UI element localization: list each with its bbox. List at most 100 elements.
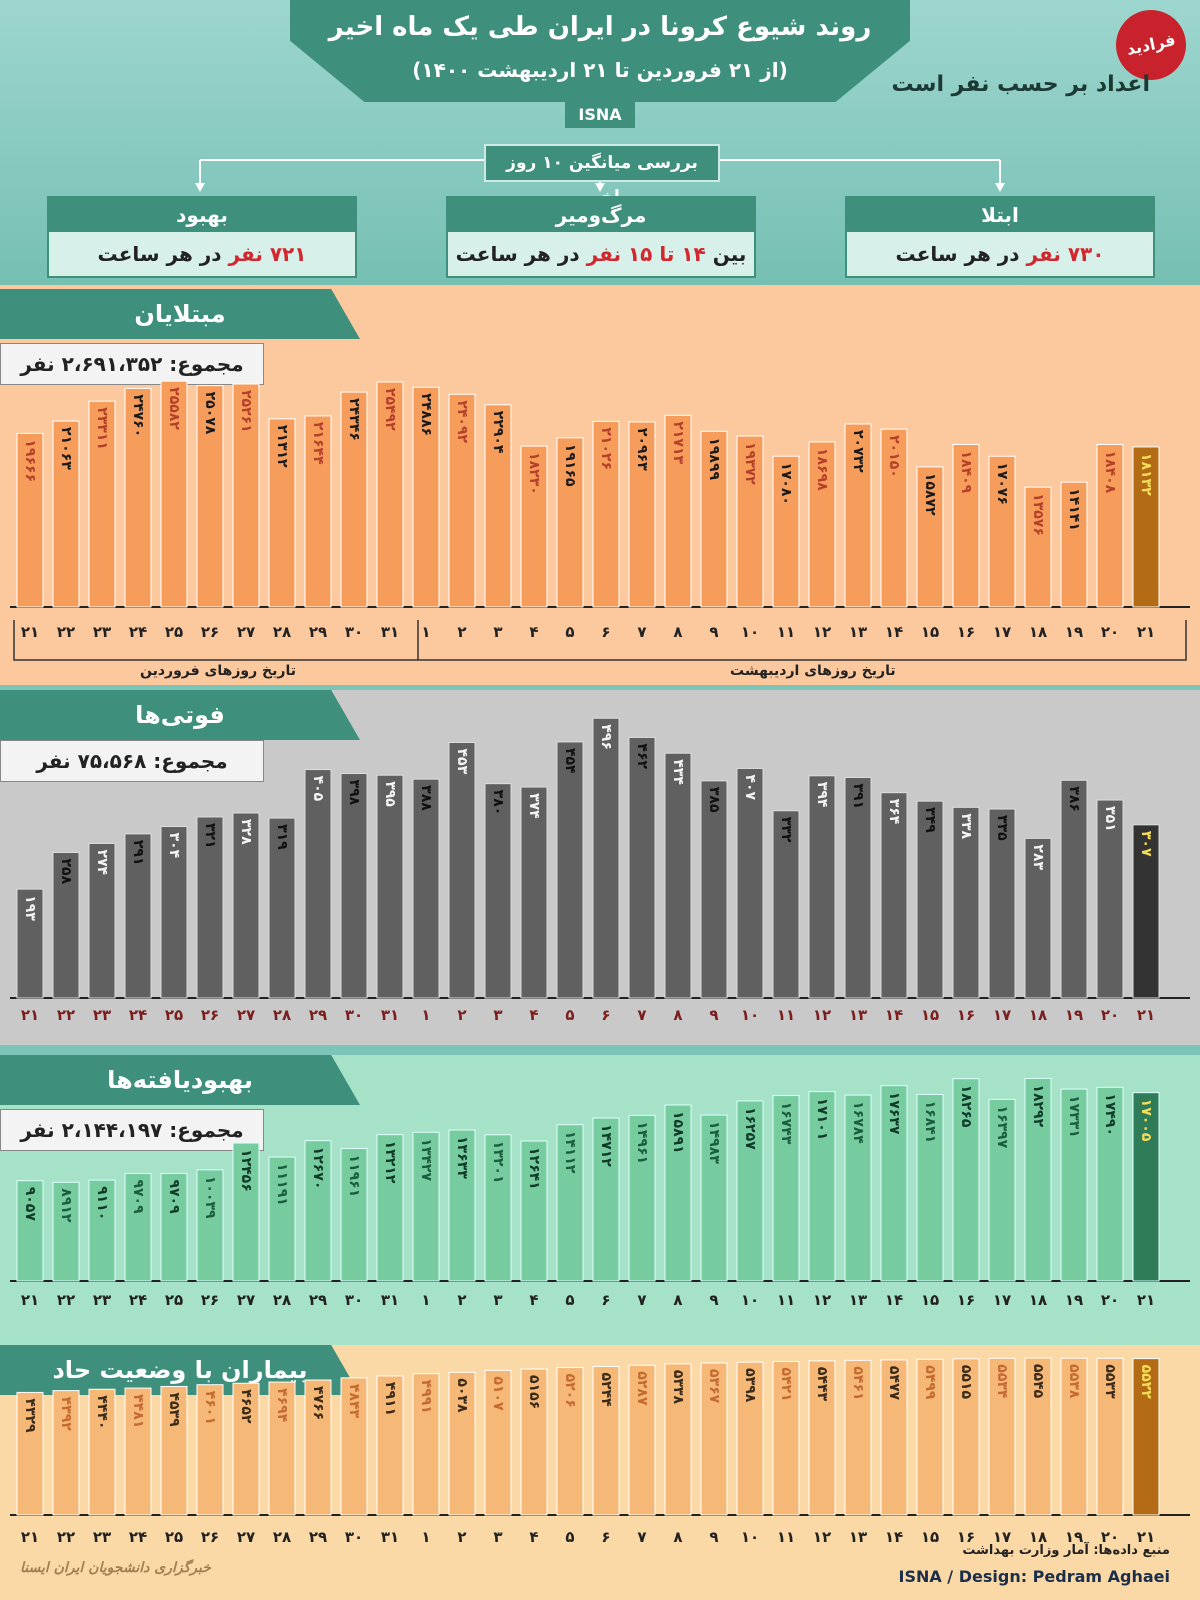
data-label: ۲۸۳ [1030, 844, 1046, 870]
bar [232, 1382, 260, 1516]
data-label: ۱۵۸۹۱ [670, 1111, 686, 1154]
data-label: ۳۸۶ [1066, 786, 1082, 812]
tick-label: ۱۰ [741, 1528, 759, 1546]
data-label: ۱۵۸۷۲ [922, 473, 938, 516]
data-label: ۴۶۵۲ [238, 1389, 254, 1424]
data-label: ۲۷۴ [94, 849, 110, 875]
data-label: ۵۵۴۵ [1030, 1364, 1046, 1399]
bar [520, 786, 548, 999]
tick-label: ۶ [601, 1528, 610, 1546]
tick-label: ۷ [637, 1006, 646, 1024]
bar [52, 1390, 80, 1516]
tick-label: ۱ [421, 1006, 430, 1024]
data-label: ۵۳۶۷ [706, 1369, 722, 1404]
data-label: ۲۴۰۹۲ [454, 400, 470, 443]
data-label: ۱۳۶۳۳ [454, 1136, 470, 1179]
tick-label: ۲۱ [21, 623, 39, 641]
tick-label: ۲۸ [273, 1528, 291, 1546]
data-label: ۱۳۵۷۶ [1030, 493, 1046, 536]
panel-infections: مبتلایان مجموع: ۲،۶۹۱،۳۵۲ نفر ۱۹۶۶۶ ۲۱ ۲۱۰… [0, 285, 1200, 685]
bar [628, 1364, 656, 1516]
data-label: ۲۹۱ [130, 840, 146, 866]
data-label: ۳۸۸ [418, 785, 434, 811]
tick-label: ۱۸ [1029, 1528, 1047, 1546]
data-label: ۳۲۸ [238, 819, 254, 845]
data-label: ۵۴۷۷ [886, 1366, 902, 1401]
data-label: ۴۸۴۳ [346, 1384, 362, 1419]
data-label: ۵۲۴۴ [598, 1372, 614, 1407]
bar [916, 466, 944, 608]
bar [1132, 824, 1160, 999]
tick-label: ۱۱ [777, 623, 795, 641]
tick-label: ۱۰ [741, 623, 759, 641]
bar [484, 783, 512, 999]
tick-label: ۲۱ [21, 1291, 39, 1309]
bar [412, 778, 440, 999]
bar [448, 1129, 476, 1282]
data-label: ۸۹۱۲ [58, 1188, 74, 1223]
tick-label: ۴ [529, 1528, 538, 1546]
tick-label: ۲۶ [201, 1528, 219, 1546]
bar [844, 1359, 872, 1516]
tick-label: ۳۱ [381, 1528, 399, 1546]
data-label: ۵۲۰۶ [562, 1374, 578, 1408]
bar [664, 752, 692, 999]
bar [988, 1357, 1016, 1516]
units-note: اعداد بر حسب نفر است [891, 72, 1150, 97]
bar [844, 423, 872, 608]
tick-label: ۱۹ [1065, 1528, 1083, 1546]
tick-label: ۱۲ [813, 1291, 831, 1309]
data-label: ۳۹۱ [850, 783, 866, 809]
tick-label: ۲۱ [1137, 1528, 1155, 1546]
page-title: روند شیوع کرونا در ایران طی یک ماه اخیر [328, 12, 872, 42]
tick-label: ۳۱ [381, 1291, 399, 1309]
tick-label: ۲۴ [129, 1291, 147, 1309]
tick-label: ۱۹ [1065, 623, 1083, 641]
bar [376, 774, 404, 999]
tick-label: ۹ [709, 1006, 718, 1024]
tick-label: ۲۳ [93, 1006, 111, 1024]
card-recovery: بهبود ۷۲۱ نفر در هر ساعت [47, 196, 357, 278]
tick-label: ۱۱ [777, 1528, 795, 1546]
tick-label: ۶ [601, 1006, 610, 1024]
data-label: ۱۰۰۳۹ [202, 1176, 218, 1219]
card-deaths: مرگ‌ومیر بین ۱۴ تا ۱۵ نفر در هر ساعت [446, 196, 756, 278]
data-label: ۳۰۷ [1138, 831, 1154, 857]
bar [448, 1371, 476, 1516]
tick-label: ۱۱ [777, 1291, 795, 1309]
data-label: ۲۰۷۳۲ [850, 430, 866, 473]
tick-label: ۹ [709, 1528, 718, 1546]
bar [988, 455, 1016, 608]
tick-label: ۷ [637, 623, 646, 641]
tick-label: ۱۰ [741, 1291, 759, 1309]
tick-label: ۲ [457, 623, 466, 641]
bar [376, 1375, 404, 1516]
bar [1132, 1358, 1160, 1516]
tick-label: ۹ [709, 1291, 718, 1309]
bar [772, 810, 800, 999]
data-label: ۳۵۱ [1102, 806, 1118, 832]
data-label: ۳۲۱ [202, 823, 218, 849]
tick-label: ۱۶ [957, 1006, 975, 1024]
card-value-row: ۷۳۰ نفر در هر ساعت [847, 232, 1153, 276]
data-label: ۱۸۲۹۲ [1030, 1084, 1046, 1127]
tick-label: ۱۴ [885, 1291, 903, 1309]
bar [808, 1091, 836, 1282]
tick-label: ۲۱ [1137, 623, 1155, 641]
data-label: ۱۲۶۷۰ [310, 1147, 326, 1190]
bar [160, 380, 188, 608]
bar [16, 1391, 44, 1516]
bar [304, 415, 332, 608]
average-label: بررسی میانگین ۱۰ روز اخیر [484, 144, 720, 207]
tick-label: ۱۶ [957, 623, 975, 641]
tick-label: ۲۰ [1101, 1528, 1119, 1546]
data-label: ۴۰۷ [742, 774, 758, 800]
bar [448, 742, 476, 999]
bar [592, 1117, 620, 1282]
data-label: ۱۸۶۹۸ [814, 448, 830, 491]
data-label: ۱۹۸۹۹ [706, 437, 722, 480]
bar [1060, 1357, 1088, 1516]
tick-label: ۲ [457, 1291, 466, 1309]
card-value-row: بین ۱۴ تا ۱۵ نفر در هر ساعت [448, 232, 754, 276]
data-label: ۳۷۴ [526, 793, 542, 819]
